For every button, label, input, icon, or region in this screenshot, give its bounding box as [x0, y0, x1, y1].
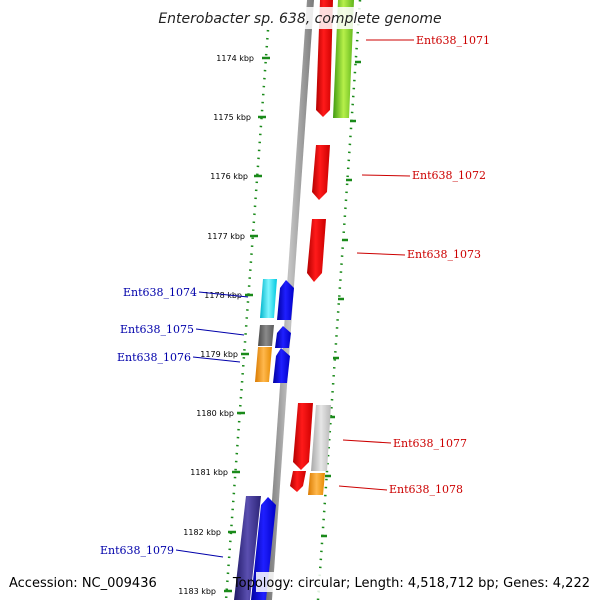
- title-backdrop: [155, 7, 445, 29]
- tick-label-1181: 1181 kbp: [190, 468, 228, 477]
- right-tick-marks: [321, 60, 361, 538]
- gene-ent638-1077-arrow[interactable]: [293, 403, 313, 470]
- tick-label-1179: 1179 kbp: [200, 350, 238, 359]
- label-ent638-1071[interactable]: Ent638_1071: [416, 34, 490, 47]
- forward-leader-lines: [338, 39, 414, 491]
- label-ent638-1076[interactable]: Ent638_1076: [117, 351, 191, 364]
- gene-small-red-arrow[interactable]: [290, 471, 306, 492]
- label-ent638-1074[interactable]: Ent638_1074: [123, 286, 197, 299]
- label-ent638-1075[interactable]: Ent638_1075: [120, 323, 194, 336]
- gene-ent638-1078-block[interactable]: [308, 473, 325, 495]
- gene-ent638-1076-block[interactable]: [255, 347, 272, 382]
- gene-ent638-1079-navy[interactable]: [234, 496, 261, 600]
- gene-blue-arrow-2[interactable]: [275, 326, 291, 348]
- label-ent638-1077[interactable]: Ent638_1077: [393, 437, 467, 450]
- gene-ent638-1071-arrow[interactable]: [316, 0, 333, 117]
- tick-label-1183: 1183 kbp: [178, 587, 216, 596]
- accession-text: Accession: NC_009436: [9, 576, 157, 591]
- gene-green-arrow[interactable]: [333, 0, 354, 118]
- gene-ent638-1074-block[interactable]: [260, 279, 277, 318]
- gene-ent638-1072-arrow[interactable]: [312, 145, 330, 200]
- gene-ent638-1075-block[interactable]: [258, 325, 274, 346]
- tick-label-1174: 1174 kbp: [216, 54, 254, 63]
- summary-backdrop: [256, 572, 596, 592]
- label-ent638-1078[interactable]: Ent638_1078: [389, 483, 463, 496]
- label-ent638-1073[interactable]: Ent638_1073: [407, 248, 481, 261]
- summary-text: Topology: circular; Length: 4,518,712 bp…: [232, 576, 590, 591]
- accession-backdrop: [4, 572, 152, 592]
- gene-ent638-1073-arrow[interactable]: [307, 219, 326, 282]
- label-ent638-1072[interactable]: Ent638_1072: [412, 169, 486, 182]
- tick-label-1178: 1178 kbp: [204, 291, 242, 300]
- label-ent638-1079[interactable]: Ent638_1079: [100, 544, 174, 557]
- gene-lightgray-block[interactable]: [311, 405, 331, 471]
- tick-label-1175: 1175 kbp: [213, 113, 251, 122]
- tick-label-1182: 1182 kbp: [183, 528, 221, 537]
- tick-label-1177: 1177 kbp: [207, 232, 245, 241]
- reverse-leader-lines: [175, 291, 249, 558]
- tick-label-1180: 1180 kbp: [196, 409, 234, 418]
- gene-blue-arrow-3[interactable]: [273, 348, 290, 383]
- gene-blue-arrow-1[interactable]: [277, 280, 294, 320]
- left-tick-marks: [224, 56, 270, 593]
- tick-label-1176: 1176 kbp: [210, 172, 248, 181]
- map-title: Enterobacter sp. 638, complete genome: [158, 11, 441, 27]
